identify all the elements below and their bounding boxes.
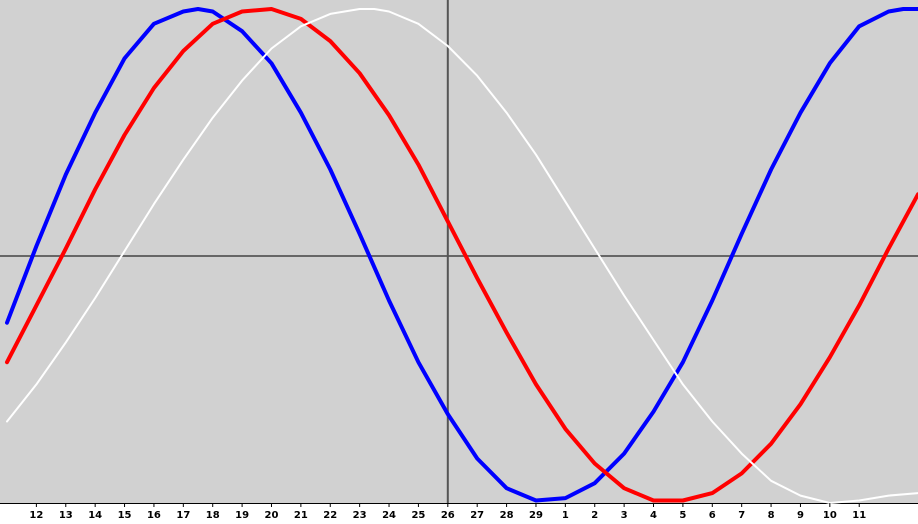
x-tick-label: 11 xyxy=(852,510,866,521)
x-tick-label: 5 xyxy=(679,510,686,521)
x-tick-label: 14 xyxy=(88,510,102,521)
axes-layer xyxy=(0,0,918,504)
x-tick-label: 27 xyxy=(470,510,484,521)
series-line-1 xyxy=(5,7,918,503)
series-line-2 xyxy=(5,7,918,503)
x-tick-label: 29 xyxy=(529,510,543,521)
x-tick-label: 9 xyxy=(797,510,804,521)
x-tick-label: 19 xyxy=(235,510,249,521)
x-tick-label: 18 xyxy=(206,510,220,521)
x-tick-label: 1 xyxy=(562,510,569,521)
series-layer xyxy=(5,7,918,504)
x-tick-label: 26 xyxy=(441,510,455,521)
plot-background xyxy=(0,0,918,503)
x-tick-label: 17 xyxy=(176,510,190,521)
x-tick-label: 22 xyxy=(323,510,337,521)
x-tick-label: 4 xyxy=(650,510,657,521)
x-tick-label: 10 xyxy=(823,510,837,521)
x-tick-label: 3 xyxy=(621,510,628,521)
x-tick-label: 7 xyxy=(738,510,745,521)
x-tick-label: 20 xyxy=(265,510,279,521)
x-tick-label: 16 xyxy=(147,510,161,521)
x-tick-label: 13 xyxy=(59,510,73,521)
x-tick-label: 12 xyxy=(29,510,43,521)
x-tick-label: 25 xyxy=(411,510,425,521)
x-tick-label: 8 xyxy=(768,510,775,521)
x-tick-label: 24 xyxy=(382,510,396,521)
x-tick-label: 6 xyxy=(709,510,716,521)
x-tick-label: 23 xyxy=(353,510,367,521)
x-tick-label: 28 xyxy=(500,510,514,521)
x-tick-label: 15 xyxy=(118,510,132,521)
x-tick-label: 21 xyxy=(294,510,308,521)
x-tick-label: 2 xyxy=(591,510,598,521)
x-tick-labels: 12 13 14 15 16 17 18 19 20 21 22 23 24 25 26 27 28 29 1 2 3 4… xyxy=(29,503,866,521)
series-line-3 xyxy=(6,8,918,504)
